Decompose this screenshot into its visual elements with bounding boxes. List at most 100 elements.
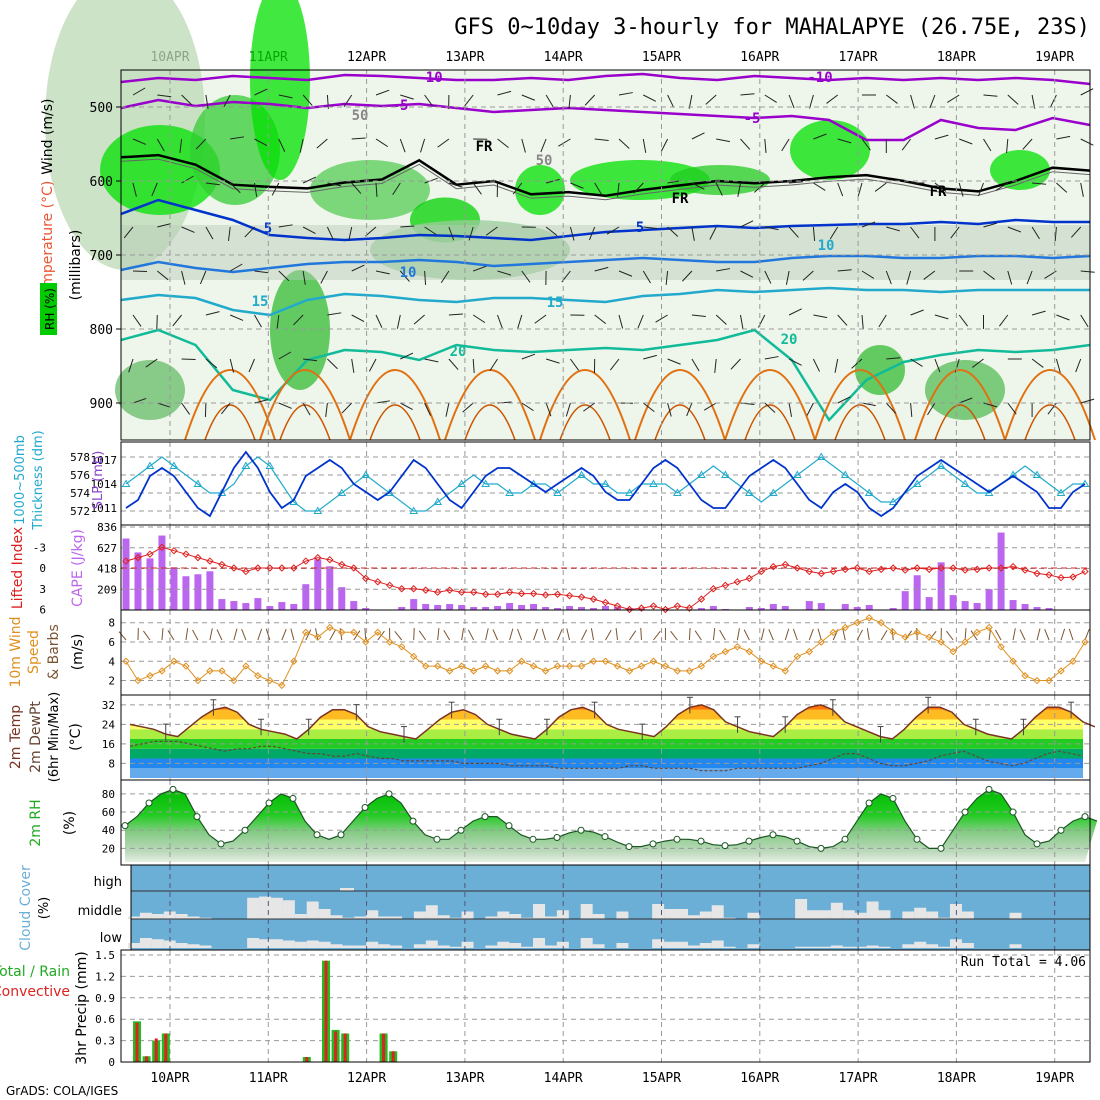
cloud-low-bar bbox=[282, 940, 295, 948]
wind-barb bbox=[788, 94, 795, 109]
wind-barb bbox=[764, 226, 779, 231]
contour-label: FR bbox=[476, 139, 493, 155]
wind-barb bbox=[181, 226, 195, 233]
wind-barb bbox=[958, 182, 964, 197]
li-point bbox=[889, 564, 897, 572]
wind-barb bbox=[351, 182, 362, 194]
wind-barb bbox=[861, 314, 864, 329]
wind-barb bbox=[834, 358, 839, 373]
cape-bar bbox=[422, 604, 430, 610]
li-point bbox=[1021, 566, 1029, 574]
wind-barb bbox=[764, 138, 767, 153]
li-point bbox=[398, 585, 406, 593]
wind-barb bbox=[181, 175, 194, 184]
wind-speed-point bbox=[362, 638, 370, 646]
cape-bar bbox=[961, 601, 969, 610]
thickness-point bbox=[265, 461, 275, 469]
temp-contour-30 bbox=[559, 404, 611, 441]
wind-speed-point bbox=[350, 628, 358, 637]
rh-shade bbox=[270, 270, 330, 390]
temp-contour-30 bbox=[834, 404, 886, 441]
axis-label-part: Cloud Cover bbox=[18, 865, 34, 951]
wind-barb bbox=[837, 314, 848, 326]
cloud-low-bar bbox=[795, 946, 808, 948]
wind-barb bbox=[705, 94, 717, 105]
wind-barb bbox=[812, 226, 816, 241]
cloud-mid-bar bbox=[938, 917, 951, 919]
wind-barb bbox=[375, 89, 390, 96]
cloud-level-label: low bbox=[100, 931, 123, 946]
thickness-point bbox=[1008, 470, 1018, 478]
thickness-point bbox=[816, 452, 826, 460]
cape-bar bbox=[865, 605, 873, 610]
wind-barb bbox=[886, 226, 900, 232]
wind-barb bbox=[254, 314, 262, 328]
wind-barb bbox=[817, 628, 822, 641]
cloud-low-bar bbox=[926, 944, 939, 948]
cloud-low-bar bbox=[521, 946, 534, 948]
li-point bbox=[949, 564, 957, 572]
wind-barb bbox=[637, 314, 644, 329]
wind-barb bbox=[205, 182, 220, 186]
wind-barb bbox=[681, 270, 693, 282]
wind-speed-point bbox=[1021, 672, 1029, 680]
rh-shade bbox=[790, 120, 870, 180]
wind-barb bbox=[826, 94, 839, 104]
rh-point bbox=[289, 794, 297, 802]
cape-bar bbox=[542, 607, 550, 610]
li-point bbox=[925, 565, 933, 574]
wind-barb bbox=[934, 358, 941, 373]
wind-barb bbox=[157, 94, 172, 98]
freezing-level-line2 bbox=[120, 158, 1091, 201]
ytick-label-right: 418 bbox=[97, 563, 117, 576]
wind-barb bbox=[132, 138, 147, 145]
wind-speed-point bbox=[997, 643, 1005, 651]
li-point bbox=[937, 564, 945, 572]
cloud-low-bar bbox=[842, 946, 855, 948]
cape-bar bbox=[398, 607, 406, 610]
cloud-mid-bar bbox=[807, 910, 820, 919]
date-label: 17APR bbox=[839, 50, 878, 65]
wind-barb bbox=[233, 628, 238, 641]
cape-bar bbox=[122, 538, 130, 610]
ytick-label: 900 bbox=[90, 397, 113, 412]
wind-speed-point bbox=[1045, 676, 1053, 685]
cloud-low-bar bbox=[378, 944, 391, 948]
li-point bbox=[433, 588, 442, 596]
cloud-mid-bar bbox=[723, 917, 736, 919]
wind-barb bbox=[781, 138, 790, 152]
wind-barb bbox=[929, 94, 936, 109]
wind-barb bbox=[1084, 628, 1090, 641]
wind-barb bbox=[588, 226, 596, 241]
thickness-point bbox=[888, 497, 898, 505]
contour-label: 20 bbox=[781, 332, 798, 348]
thickness-point bbox=[241, 461, 251, 469]
cloud-low-bar bbox=[747, 944, 760, 948]
axis-label-part: Temperature (°C) bbox=[40, 181, 56, 303]
li-point bbox=[673, 602, 682, 610]
wind-barb bbox=[910, 358, 923, 367]
temp-contour-25 bbox=[259, 369, 351, 441]
cloud-mid-bar bbox=[842, 910, 855, 919]
precip-conv-bar bbox=[324, 960, 328, 1062]
cloud-mid-bar bbox=[342, 917, 355, 919]
ytick-label: 700 bbox=[90, 249, 113, 264]
li-point bbox=[290, 564, 298, 572]
wind-speed-point bbox=[913, 628, 921, 637]
wind-barb bbox=[618, 314, 624, 329]
wind-barb bbox=[768, 629, 774, 641]
wind-barb bbox=[181, 270, 186, 285]
li-point bbox=[481, 590, 490, 598]
wind-barb bbox=[254, 138, 268, 147]
cloud-low-bar bbox=[497, 941, 510, 948]
rh-point bbox=[1033, 840, 1041, 848]
cape-bar bbox=[530, 604, 538, 610]
date-label: 16APR bbox=[740, 1071, 779, 1086]
wind-barb bbox=[730, 358, 741, 370]
slp-line bbox=[125, 450, 1086, 518]
wind-barb bbox=[461, 628, 465, 641]
cloud-mid-bar bbox=[413, 911, 426, 919]
li-line bbox=[125, 546, 1086, 611]
wind-barb bbox=[497, 270, 512, 276]
wind-speed-point bbox=[254, 672, 262, 680]
